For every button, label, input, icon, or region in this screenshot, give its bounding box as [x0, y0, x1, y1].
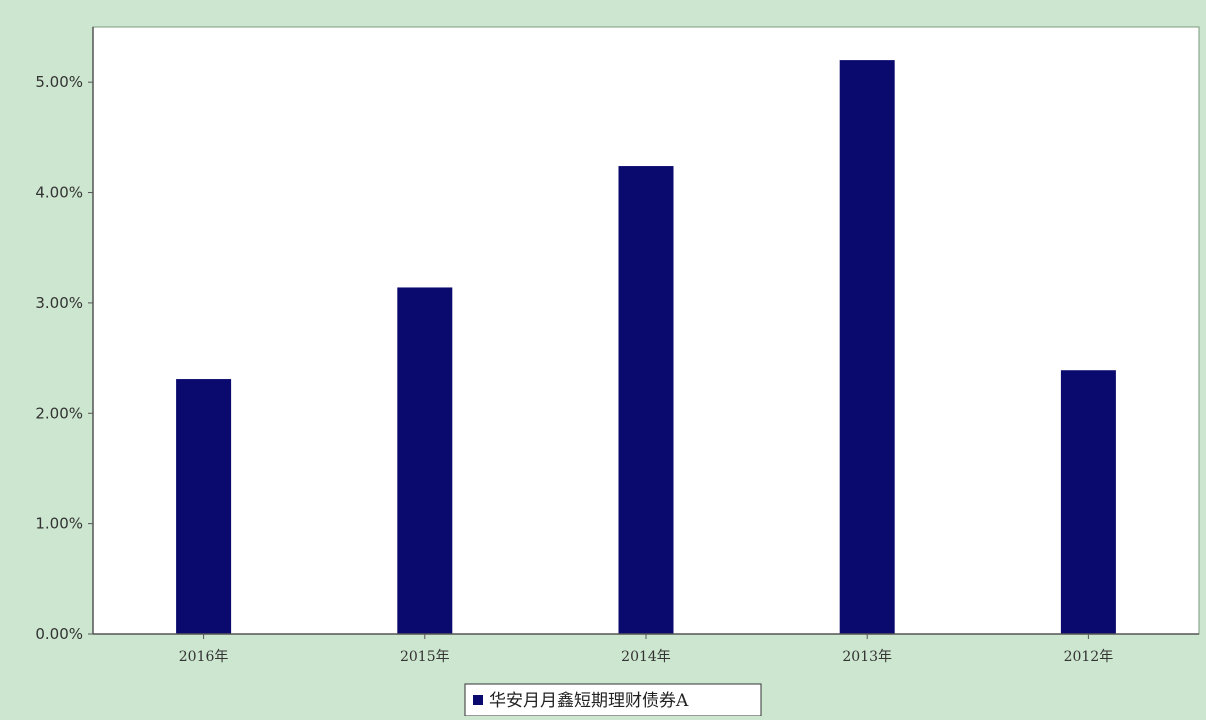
legend-swatch — [473, 695, 483, 705]
bar — [397, 287, 453, 634]
y-tick-label: 5.00% — [35, 73, 83, 91]
x-tick-label: 2014年 — [621, 649, 671, 665]
y-tick-label: 2.00% — [35, 404, 83, 422]
y-tick-label: 4.00% — [35, 184, 83, 202]
x-tick-label: 2013年 — [842, 649, 892, 665]
x-axis-ticks: 2016年 2015年 2014年 2013年 2012年 — [179, 634, 1113, 665]
x-tick-label: 2016年 — [179, 649, 229, 665]
bars — [176, 60, 1116, 635]
bar — [176, 379, 232, 634]
x-tick-label: 2015年 — [400, 649, 450, 665]
y-tick-label: 3.00% — [35, 294, 83, 312]
y-axis-ticks: 0.00% 1.00% 2.00% 3.00% 4.00% 5.00% — [35, 73, 93, 643]
legend-label: 华安月月鑫短期理财债券A — [489, 691, 689, 711]
y-tick-label: 1.00% — [35, 515, 83, 533]
y-tick-label: 0.00% — [35, 625, 83, 643]
bar — [1060, 370, 1116, 634]
bar — [618, 166, 674, 635]
legend: 华安月月鑫短期理财债券A — [464, 683, 762, 717]
x-tick-label: 2012年 — [1064, 649, 1114, 665]
bar — [839, 60, 895, 635]
